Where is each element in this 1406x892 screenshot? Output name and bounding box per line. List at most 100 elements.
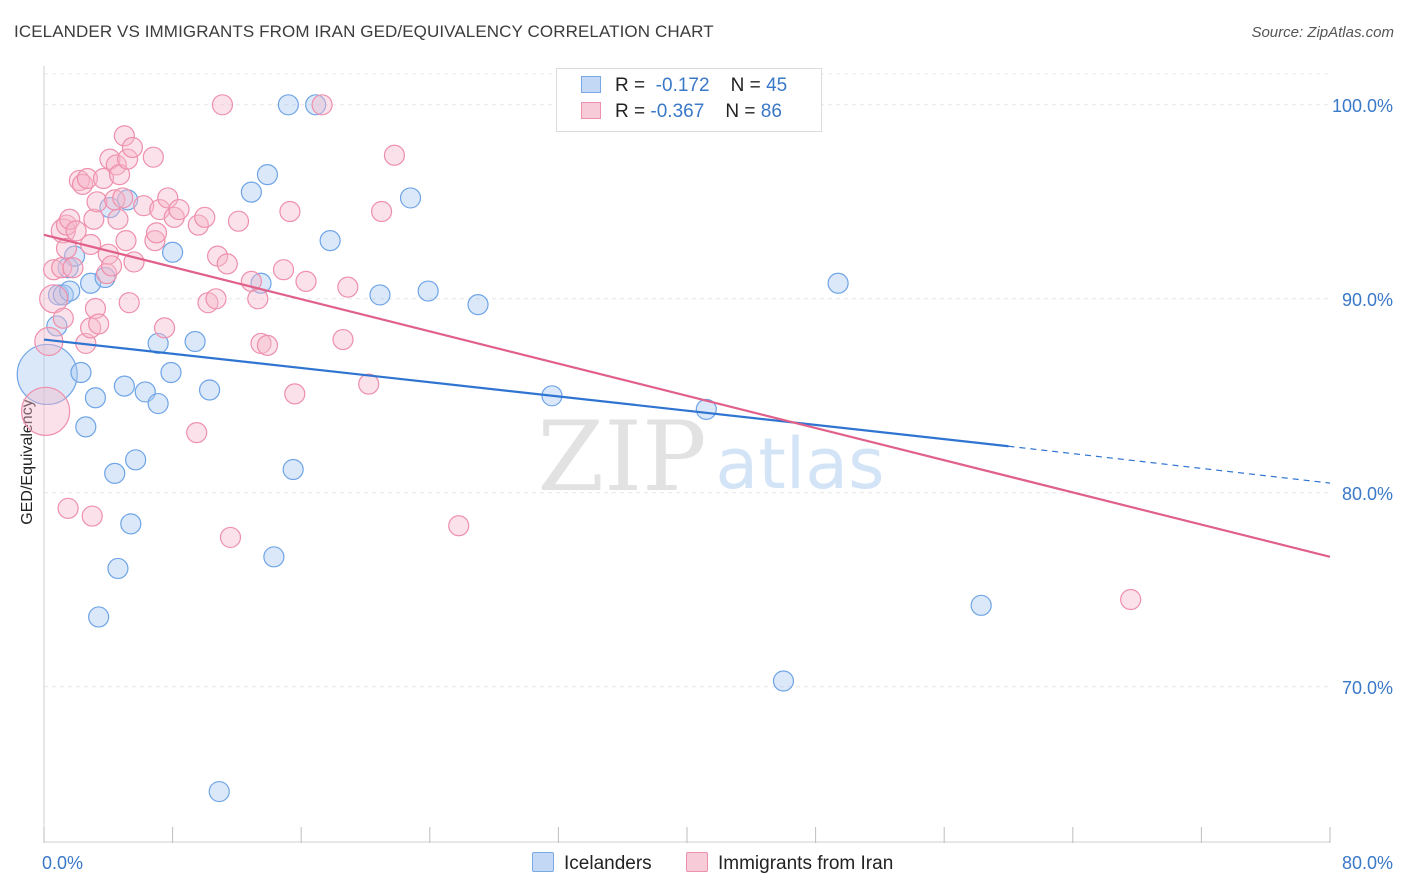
legend-label-iran: Immigrants from Iran <box>718 853 894 874</box>
axes <box>43 66 1331 843</box>
iran-point <box>383 144 406 166</box>
y-tick-label: 90.0% <box>1342 290 1393 310</box>
icelander-point <box>277 94 299 116</box>
iran-point <box>205 288 227 310</box>
iran-point <box>113 125 135 147</box>
legend-swatch-icelanders <box>532 852 554 872</box>
legend-r-label: R = <box>615 75 646 96</box>
icelander-point <box>84 387 107 409</box>
legend-n-label: N = <box>725 101 756 122</box>
iran-point <box>211 94 234 116</box>
icelander-point <box>369 284 391 306</box>
iran-point <box>272 259 295 281</box>
iran-point <box>284 383 306 405</box>
iran-point <box>144 230 166 252</box>
icelander-point <box>198 379 221 401</box>
iran-point <box>186 422 208 444</box>
tick-labels: 70.0% 80.0% 90.0% 100.0% 0.0% 80.0% <box>42 96 1393 873</box>
iran-point <box>68 169 90 192</box>
icelander-point <box>107 557 129 580</box>
source-label: Source: ZipAtlas.com <box>1251 24 1394 41</box>
legend-n-value: 45 <box>766 75 788 96</box>
icelander-point <box>104 462 126 484</box>
icelander-point <box>147 392 169 415</box>
iran-point <box>311 94 333 116</box>
icelander-point <box>240 181 262 203</box>
iran-point <box>52 307 74 329</box>
icelander-point <box>162 241 184 263</box>
iran-point <box>112 187 134 209</box>
iran-point <box>153 317 176 339</box>
legend-item-icelanders[interactable]: Icelanders <box>532 852 652 875</box>
icelander-point <box>970 594 992 616</box>
icelander-point <box>120 513 142 535</box>
iran-point <box>100 255 123 277</box>
x-tick-label: 0.0% <box>42 853 83 873</box>
correlation-legend: R = -0.172 N = 45 R = -0.367 N = 86 <box>556 68 822 132</box>
legend-r-value: -0.172 <box>655 75 710 96</box>
iran-point <box>142 146 164 168</box>
icelander-point <box>263 546 285 568</box>
iran-point <box>295 270 317 292</box>
icelanders-trend-line <box>43 338 1009 448</box>
y-tick-label: 80.0% <box>1342 484 1393 504</box>
iran-point <box>99 148 121 170</box>
icelander-point <box>827 272 849 294</box>
iran-point <box>1120 588 1142 611</box>
iran-point <box>145 222 168 244</box>
y-tick-label: 70.0% <box>1342 678 1393 698</box>
iran-point <box>168 198 190 221</box>
iran-point <box>59 208 81 230</box>
iran-point <box>194 206 216 228</box>
icelander-point <box>52 284 74 306</box>
icelander-point <box>70 361 92 384</box>
chart-title: ICELANDER VS IMMIGRANTS FROM IRAN GED/EQ… <box>14 22 714 41</box>
legend-item-iran[interactable]: Immigrants from Iran <box>686 852 893 875</box>
legend-label-icelanders: Icelanders <box>564 853 652 874</box>
legend-n-label: N = <box>730 75 761 96</box>
icelander-point <box>59 280 81 302</box>
iran-point <box>332 328 354 351</box>
iran-point <box>118 292 140 314</box>
x-tick-label: 80.0% <box>1342 853 1393 873</box>
legend-n-value: 86 <box>760 101 782 122</box>
icelander-point <box>125 449 147 471</box>
icelander-point <box>75 416 97 438</box>
icelander-point <box>772 670 795 692</box>
icelander-point <box>319 230 341 252</box>
iran-point <box>81 505 103 527</box>
icelander-point <box>467 294 489 316</box>
iran-point <box>216 253 238 275</box>
legend-row-iran: R = -0.367 N = 86 <box>581 101 782 125</box>
iran-points <box>21 94 1142 611</box>
icelander-point <box>282 458 304 481</box>
iran-point <box>107 208 129 230</box>
icelander-point <box>399 187 422 209</box>
icelanders-points <box>16 94 992 803</box>
icelander-point <box>47 284 70 306</box>
icelander-point <box>16 343 78 406</box>
icelander-point <box>208 780 230 803</box>
iran-point <box>76 167 99 190</box>
iran-point <box>92 167 115 190</box>
iran-point <box>247 288 269 310</box>
legend-swatch-pink <box>581 102 601 119</box>
icelander-point <box>256 164 279 186</box>
icelander-point <box>417 280 439 302</box>
iran-point <box>133 195 155 217</box>
legend-swatch-blue <box>581 76 601 93</box>
legend-row-icelanders: R = -0.172 N = 45 <box>581 75 787 99</box>
iran-point <box>65 220 87 242</box>
iran-trend-line <box>43 233 1331 558</box>
iran-point <box>55 237 78 259</box>
iran-point <box>219 526 242 549</box>
iran-point <box>227 210 250 232</box>
iran-point <box>84 297 107 320</box>
icelander-point <box>147 332 169 355</box>
watermark-atlas: atlas <box>715 423 884 505</box>
y-tick-label: 100.0% <box>1332 96 1393 116</box>
icelander-point <box>88 606 110 628</box>
legend-r-value: -0.367 <box>650 101 705 122</box>
iran-point <box>121 136 144 159</box>
